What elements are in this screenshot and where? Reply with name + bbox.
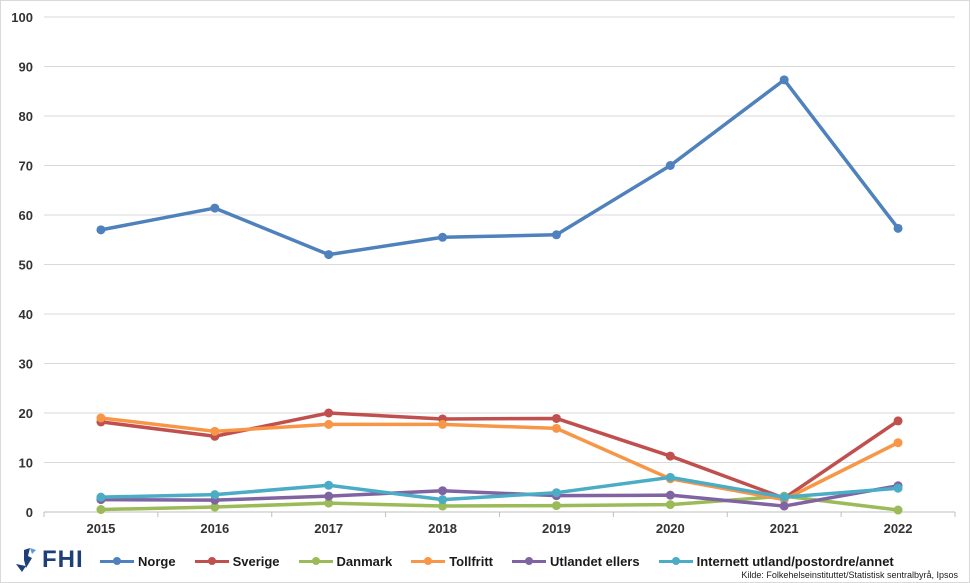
legend-swatch	[298, 555, 333, 567]
series-line-0	[99, 78, 900, 257]
x-tick-label: 2022	[884, 521, 913, 536]
data-point	[324, 491, 334, 501]
data-point	[551, 501, 561, 511]
legend-label: Sverige	[232, 553, 280, 569]
data-point	[551, 423, 561, 433]
data-point	[210, 502, 220, 512]
data-point	[438, 495, 448, 505]
data-point	[438, 232, 448, 242]
y-tick-label: 80	[19, 109, 33, 124]
data-point	[779, 492, 789, 502]
source-note: Kilde: Folkehelseinstituttet/Statistisk …	[741, 570, 958, 580]
legend-swatch	[100, 555, 134, 567]
data-point	[893, 416, 903, 426]
x-tick-label: 2020	[656, 521, 685, 536]
legend-swatch-dot	[311, 557, 320, 565]
x-tick-label: 2015	[86, 521, 115, 536]
series-line-4	[99, 484, 900, 508]
data-point	[665, 161, 675, 170]
logo-text: FHI	[42, 546, 84, 573]
data-point	[96, 225, 106, 235]
data-point	[665, 451, 675, 461]
data-point	[324, 250, 334, 260]
data-point	[324, 408, 334, 418]
y-tick-label: 20	[19, 406, 33, 421]
data-point	[893, 483, 903, 493]
y-tick-label: 90	[19, 60, 33, 75]
y-tick-label: 70	[19, 159, 33, 174]
data-point	[324, 419, 334, 429]
series-line-3	[99, 416, 900, 502]
legend-swatch-dot	[424, 557, 433, 565]
data-point	[893, 505, 903, 515]
y-tick-label: 60	[19, 208, 33, 223]
data-point	[438, 486, 448, 496]
y-tick-label: 100	[11, 10, 33, 25]
legend-swatch-dot	[671, 557, 680, 565]
data-point	[96, 492, 106, 502]
legend-item: Tollfritt	[411, 554, 493, 569]
data-point	[96, 413, 106, 423]
data-point	[665, 472, 675, 482]
data-point	[665, 490, 675, 500]
y-tick-label: 40	[19, 307, 33, 322]
data-point	[779, 501, 789, 511]
legend-label: Danmark	[336, 553, 393, 569]
legend-item: Danmark	[298, 553, 393, 569]
y-tick-label: 10	[19, 456, 33, 471]
data-point	[210, 426, 220, 436]
data-point	[551, 488, 561, 498]
data-point	[210, 203, 220, 213]
series-line-5	[99, 475, 900, 502]
legend-swatch	[194, 555, 229, 567]
data-point	[96, 505, 106, 515]
y-tick-label: 30	[19, 357, 33, 372]
data-point	[893, 223, 903, 233]
legend-item: Sverige	[194, 553, 280, 569]
data-point	[324, 498, 334, 508]
legend-label: Norge	[138, 553, 176, 569]
legend-label: Utlandet ellers	[550, 553, 640, 569]
legend-swatch	[411, 555, 446, 567]
legend-item: Norge	[100, 554, 176, 569]
legend-swatch	[658, 555, 693, 567]
data-point	[324, 480, 334, 490]
fhi-logo-icon	[16, 548, 36, 572]
x-tick-label: 2018	[428, 521, 457, 536]
y-tick-label: 50	[19, 258, 33, 273]
legend-label: Internett utland/postordre/annet	[696, 553, 894, 569]
data-point	[551, 230, 561, 240]
x-tick-label: 2016	[200, 521, 229, 536]
legend-swatch-dot	[207, 557, 216, 565]
y-tick-label: 0	[26, 505, 33, 520]
data-point	[665, 500, 675, 510]
data-point	[779, 75, 789, 85]
data-point	[893, 438, 903, 448]
data-point	[438, 501, 448, 511]
series-line-1	[99, 411, 900, 500]
data-point	[438, 419, 448, 429]
data-point	[551, 413, 561, 423]
legend: Norge Sverige Danmark Tollfritt Utlandet ell…	[100, 551, 913, 571]
data-point	[210, 490, 220, 500]
legend-swatch-dot	[525, 557, 533, 565]
x-tick-label: 2021	[770, 521, 799, 536]
legend-swatch	[512, 555, 546, 567]
x-tick-label: 2019	[542, 521, 571, 536]
legend-label: Tollfritt	[449, 553, 493, 569]
legend-item: Internett utland/postordre/annet	[658, 553, 894, 569]
legend-swatch-dot	[113, 557, 121, 565]
x-tick-label: 2017	[314, 521, 343, 536]
fhi-logo: FHI	[12, 546, 84, 574]
legend-item: Utlandet ellers	[512, 554, 640, 569]
